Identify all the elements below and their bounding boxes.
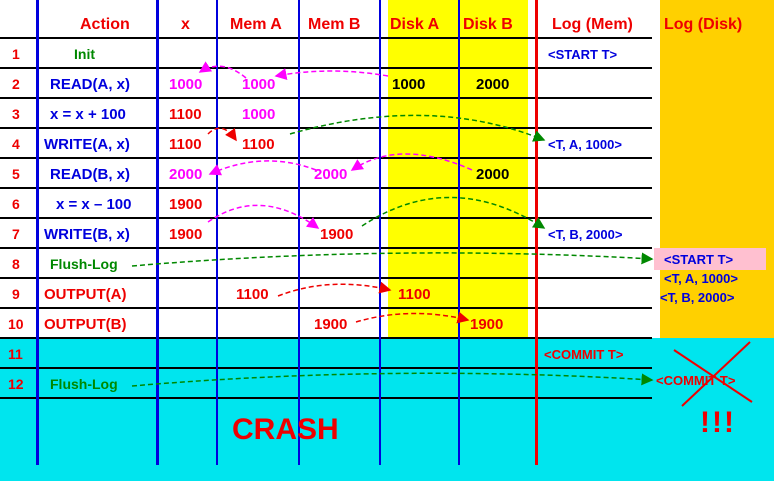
action-cell: READ(A, x) bbox=[50, 76, 131, 93]
log-mem-entry: <COMMIT T> bbox=[544, 347, 624, 362]
row-divider bbox=[0, 187, 652, 189]
header-log-mem: Log (Mem) bbox=[552, 16, 633, 33]
mem-b-value: 1900 bbox=[320, 226, 354, 243]
header-log-disk: Log (Disk) bbox=[664, 16, 743, 33]
row-divider bbox=[0, 337, 652, 339]
arrow-x-to-mem bbox=[207, 204, 320, 229]
row-divider bbox=[0, 97, 652, 99]
header-action: Action bbox=[80, 16, 130, 33]
row-divider bbox=[0, 247, 652, 249]
row-divider bbox=[0, 67, 652, 69]
row-number: 12 bbox=[8, 376, 24, 392]
disk-a-value: 1100 bbox=[398, 286, 431, 303]
x-value: 1100 bbox=[169, 136, 202, 153]
crash-label: CRASH bbox=[232, 413, 339, 446]
column-divider bbox=[156, 0, 159, 465]
arrow-flush-log bbox=[131, 252, 654, 267]
log-mem-entry: <T, A, 1000> bbox=[548, 137, 622, 152]
column-divider bbox=[458, 0, 460, 465]
cross-out-mark bbox=[681, 341, 751, 407]
action-cell: Flush-Log bbox=[50, 256, 118, 272]
log-disk-entry: <T, B, 2000> bbox=[660, 290, 735, 305]
action-cell: READ(B, x) bbox=[50, 166, 131, 183]
mem-b-value: 1900 bbox=[314, 316, 348, 333]
column-divider bbox=[298, 0, 300, 465]
mem-a-value: 1100 bbox=[236, 286, 269, 303]
column-divider bbox=[379, 0, 381, 465]
column-divider bbox=[216, 0, 218, 465]
header-x: x bbox=[181, 16, 190, 33]
action-cell: WRITE(A, x) bbox=[44, 136, 130, 153]
arrow-output bbox=[355, 311, 470, 324]
arrow-flush-log bbox=[131, 372, 654, 387]
column-divider bbox=[535, 0, 538, 465]
arrow-disk-to-mem bbox=[274, 68, 389, 80]
x-value: 1900 bbox=[169, 226, 203, 243]
x-value: 1100 bbox=[169, 106, 202, 123]
exclamation-marks: !!! bbox=[700, 406, 736, 439]
row-number: 1 bbox=[12, 46, 20, 62]
column-divider bbox=[36, 0, 39, 465]
log-disk-entry: <T, A, 1000> bbox=[664, 271, 738, 286]
mem-b-value: 2000 bbox=[314, 166, 348, 183]
action-cell: WRITE(B, x) bbox=[44, 226, 130, 243]
row-number: 11 bbox=[8, 346, 23, 362]
row-number: 4 bbox=[12, 136, 20, 152]
arrow-output bbox=[277, 281, 392, 297]
arrow-mem-to-log bbox=[289, 114, 546, 142]
row-divider bbox=[0, 127, 652, 129]
log-mem-entry: <T, B, 2000> bbox=[548, 227, 623, 242]
disk-b-value: 2000 bbox=[476, 76, 510, 93]
log-mem-entry: <START T> bbox=[548, 47, 618, 62]
row-number: 10 bbox=[8, 316, 24, 332]
row-number: 6 bbox=[12, 196, 20, 212]
row-divider bbox=[0, 277, 652, 279]
x-value: 2000 bbox=[169, 166, 203, 183]
row-divider bbox=[0, 217, 652, 219]
action-cell: x = x + 100 bbox=[50, 106, 126, 123]
x-value: 1000 bbox=[169, 76, 203, 93]
header-mem-a: Mem A bbox=[230, 16, 282, 33]
arrow-x-to-mem bbox=[207, 127, 237, 142]
row-number: 2 bbox=[12, 76, 20, 92]
row-number: 8 bbox=[12, 256, 20, 272]
row-divider bbox=[0, 157, 652, 159]
x-value: 1900 bbox=[169, 196, 203, 213]
row-number: 7 bbox=[12, 226, 20, 242]
action-cell: OUTPUT(B) bbox=[44, 316, 127, 333]
disk-b-value: 1900 bbox=[470, 316, 504, 333]
action-cell: OUTPUT(A) bbox=[44, 286, 127, 303]
row-divider bbox=[0, 307, 652, 309]
log-disk-start-highlight bbox=[654, 248, 766, 270]
mem-a-value: 1100 bbox=[242, 136, 275, 153]
crash-region bbox=[0, 338, 774, 481]
mem-a-value: 1000 bbox=[242, 106, 276, 123]
header-disk-a: Disk A bbox=[390, 16, 440, 33]
row-divider bbox=[0, 397, 652, 399]
arrow-mem-to-log bbox=[361, 196, 546, 229]
action-cell: Init bbox=[74, 46, 95, 62]
arrow-disk-to-mem bbox=[350, 153, 473, 171]
action-cell: x = x – 100 bbox=[56, 196, 132, 213]
row-number: 3 bbox=[12, 106, 20, 122]
row-divider bbox=[0, 37, 652, 39]
log-disk-entry: <START T> bbox=[664, 252, 734, 267]
arrow-mem-to-x bbox=[198, 61, 247, 79]
arrow-mem-to-x bbox=[208, 160, 317, 176]
row-divider bbox=[0, 367, 652, 369]
header-mem-b: Mem B bbox=[308, 16, 361, 33]
disk-b-value: 2000 bbox=[476, 166, 510, 183]
mem-a-value: 1000 bbox=[242, 76, 276, 93]
header-disk-b: Disk B bbox=[463, 16, 513, 33]
row-number: 9 bbox=[12, 286, 20, 302]
action-cell: Flush-Log bbox=[50, 376, 118, 392]
disk-a-value: 1000 bbox=[392, 76, 426, 93]
row-number: 5 bbox=[12, 166, 20, 182]
